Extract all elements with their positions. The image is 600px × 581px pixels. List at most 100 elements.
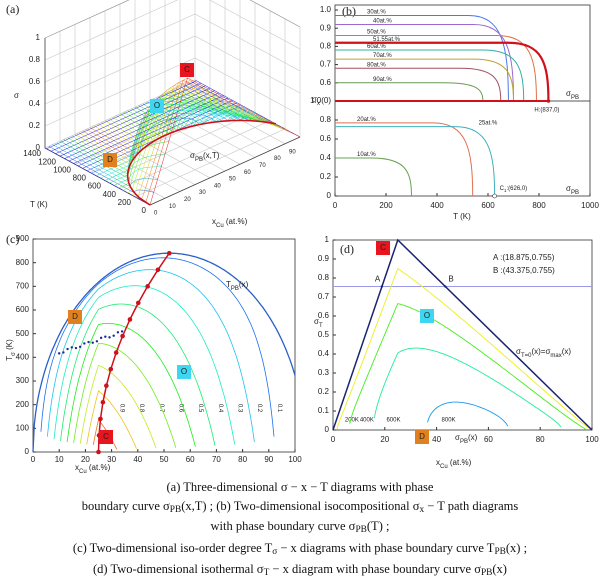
contour-label: 0.2 [256,404,262,413]
text-part: PB [195,157,203,163]
composition-path [335,34,537,102]
text-part: (at.%) [224,217,248,226]
text-part: x [317,101,320,107]
text-part: x [436,458,440,467]
contour-label: 0.5 [197,404,203,413]
surface-mesh [113,101,265,186]
y-tick-label: 400 [103,190,117,199]
x-tick-label: 600 [481,201,495,210]
x-tick-label: 40 [432,435,441,444]
composition-path [335,67,502,102]
surface-mesh [122,95,274,191]
y-tick-label: 0.8 [320,115,332,124]
text-part: (T) ; [367,519,390,533]
text-part: (x) [468,433,478,442]
text-part: 1 [504,188,507,193]
panel-label: (a) [6,2,19,16]
text-part: σ [566,89,571,98]
y-tick-label: 0.9 [318,254,330,263]
x-tick-label: 1000 [581,201,599,210]
text-part: (at.%) [448,458,472,467]
marker-text: O [424,311,430,320]
curve-label: σPB(x,T) [190,151,220,162]
x-axis-label: xCu (at.%) [212,217,248,228]
composition-path [335,24,514,102]
text-part: Cu [79,469,87,475]
composition-path [335,49,525,102]
marker-box [376,241,390,255]
order-path-point [135,300,141,306]
dotted-curve-point [108,336,111,339]
text-part: max [550,353,561,359]
x-tick-label: 60 [484,435,493,444]
surface-mesh [56,142,162,182]
grid-line [44,0,301,61]
composition-path [335,41,550,102]
iso-order-curve [86,390,137,449]
boundary-label: σPB [566,184,579,195]
marker-text: O [154,101,160,110]
text-part: σ [190,151,195,160]
text-part: PB [460,439,468,445]
marker-text: D [72,312,78,321]
composition-label: 20at.% [357,117,376,123]
surface-mesh [55,85,206,154]
pb-label: σPB(x) [455,433,478,444]
text-part: T=0 [521,353,532,359]
grid-line [44,13,301,83]
surface-mesh [86,79,192,156]
order-path-point [120,333,125,339]
text-part: (x)=σ [531,347,550,356]
marker-box [103,153,117,167]
iso-order-curve [79,364,157,449]
dotted-curve-point [87,340,90,344]
x-tick-label: 60 [186,455,195,464]
composition-path [335,82,484,102]
z-tick-label: 1 [36,33,41,42]
x-tick-label: 0 [331,435,336,444]
surface-mesh [50,83,202,152]
isotherm [427,401,509,427]
y-tick-label: 0.4 [320,153,332,162]
iso-order-curve [53,285,236,445]
grid-line [44,57,301,127]
iso-order-curve [60,303,216,446]
text-part: σ [312,95,317,104]
text-part: (K) [5,339,14,352]
composition-label: 25at.% [479,121,498,127]
y-tick-label: 0.6 [318,311,330,320]
text-part: T [319,323,323,329]
y-tick-label: 300 [16,376,30,385]
text-part: C [500,186,505,192]
order-path-point [155,267,161,273]
contour-label: 0.8 [138,404,144,413]
x-tick-label: 70 [259,163,266,169]
dotted-curve-point [66,347,69,351]
text-part: PB [355,525,366,535]
boundary-label: σPB [566,89,579,100]
y-tick-label: 0.1 [318,406,330,415]
order-path-point [100,400,106,405]
caption-line: (d) Two-dimensional isothermal σT − x di… [93,562,507,578]
surface-mesh [64,90,215,159]
text-part: (x) ; [506,541,527,555]
contour-label: 0.4 [217,404,223,413]
ab-point [380,285,384,288]
composition-label: 51.55at.% [373,37,401,43]
y-tick-label: 200 [16,400,30,409]
order-path-point [96,449,101,455]
isotherm [336,267,591,430]
y-axis-label: Tσ (K) [5,339,16,361]
marker-text: C [380,243,386,252]
text-part: x [212,217,216,226]
y-tick-label: 1400 [23,149,41,158]
order-path-point [104,383,109,389]
x-tick-label: 10 [169,204,176,210]
dotted-curve-point [62,351,65,354]
x-tick-label: 0 [154,211,158,217]
surface-mesh [46,80,197,150]
dotted-curve-point [104,335,107,338]
surface-mesh [59,87,211,157]
z-tick-label: 0.4 [29,99,41,108]
x-axis-label: xCu (at.%) [75,463,111,474]
